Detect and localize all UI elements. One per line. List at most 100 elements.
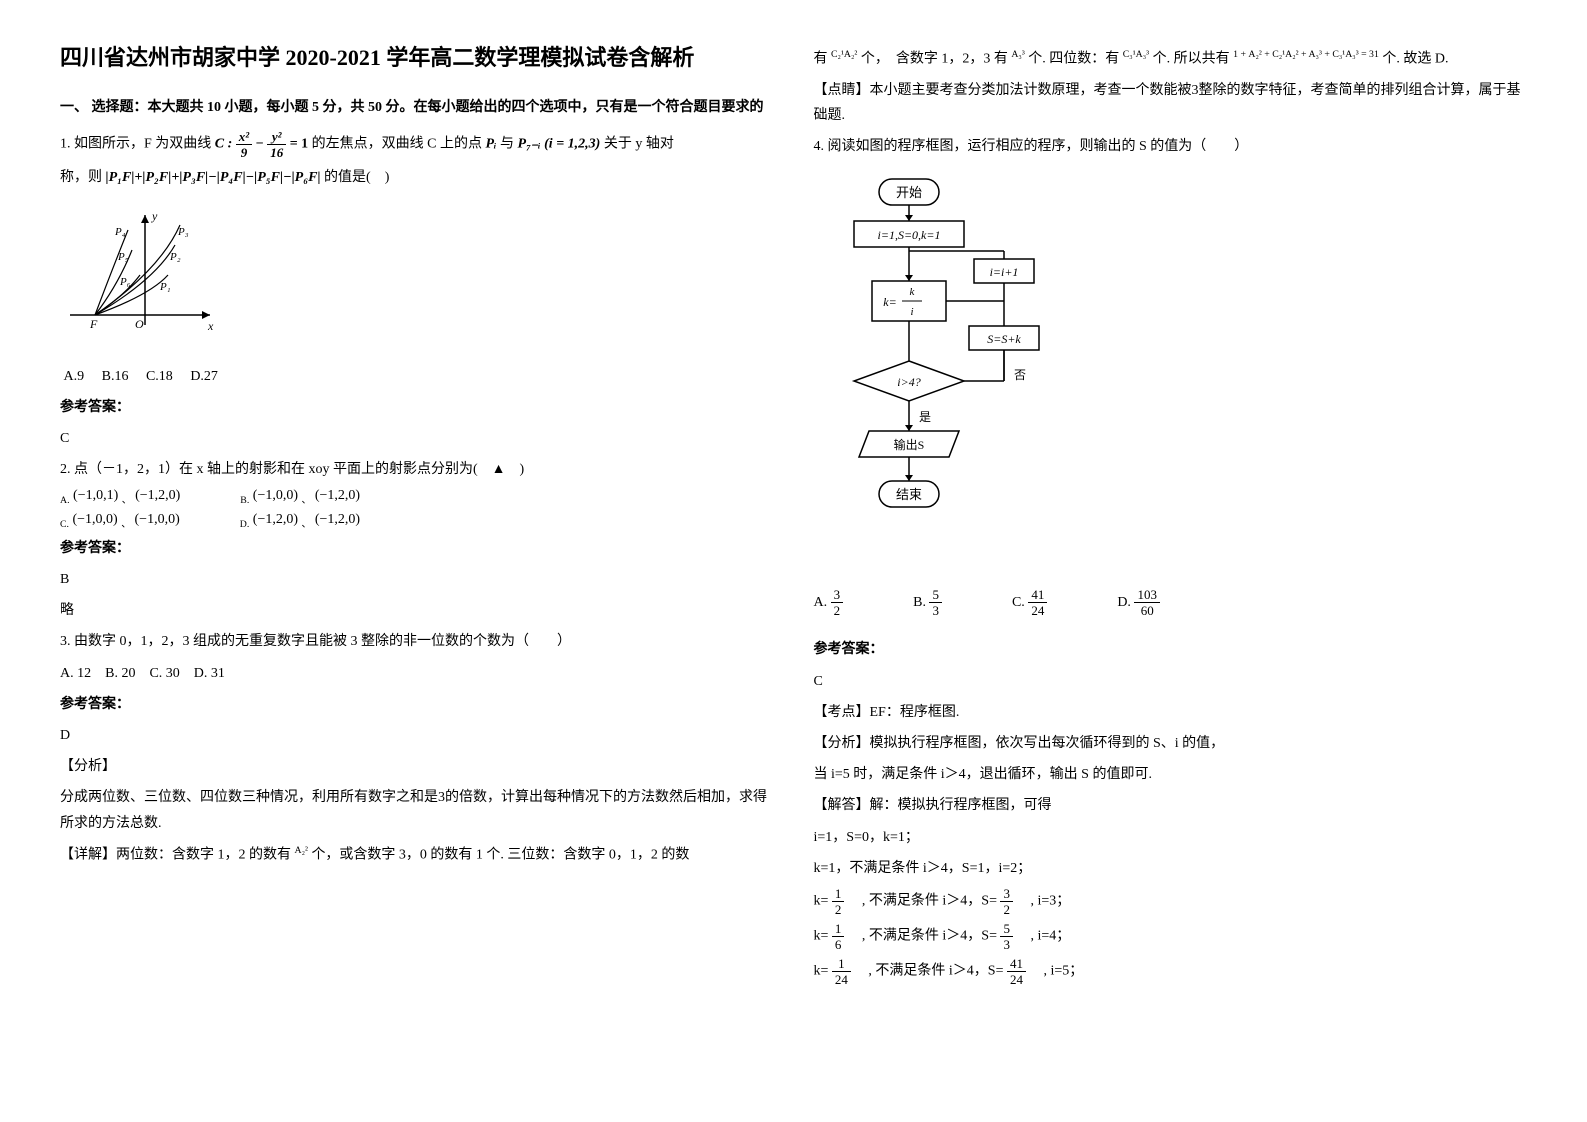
q4-t4: 【解答】解：模拟执行程序框图，可得 xyxy=(814,793,1528,818)
svg-text:F: F xyxy=(89,317,98,331)
q2-optC-v1: (−1,0,0) xyxy=(72,512,117,528)
flow-no: 否 xyxy=(1014,368,1026,382)
q4-l3d1: 24 xyxy=(832,972,851,986)
q2-optA-label: A. xyxy=(60,495,70,506)
q4-optA-d: 2 xyxy=(831,603,844,617)
q1-text-b: 的左焦点，双曲线 C 上的点 xyxy=(312,137,482,152)
page-columns: 四川省达州市胡家中学 2020-2021 学年高二数学理模拟试卷含解析 一、 选… xyxy=(60,40,1527,992)
q4-optB-n: 5 xyxy=(929,588,942,603)
q2-ans: B xyxy=(60,567,774,592)
q2-stem: 2. 点（－1，2，1）在 x 轴上的射影和在 xoy 平面上的射影点分别为( … xyxy=(60,457,774,482)
q1-eq-lhs: C : xyxy=(215,137,233,152)
q4-l3b: , 不满足条件 i＞4，S= xyxy=(854,964,1003,979)
q3-rp1c: 个. 四位数：有 xyxy=(1028,52,1119,67)
q1-options: A.9 B.16 C.18 D.27 xyxy=(60,364,774,389)
q2-optD-v2: (−1,2,0) xyxy=(315,512,360,528)
q4-l3c: , i=5； xyxy=(1029,964,1083,979)
q3-a22: A₂² xyxy=(295,845,308,856)
q2-optB-v2: (−1,2,0) xyxy=(315,488,360,504)
q4-t3: 当 i=5 时，满足条件 i＞4，退出循环，输出 S 的值即可. xyxy=(814,762,1528,787)
q4-l2c: , i=4； xyxy=(1016,929,1070,944)
q4-l2a: k= xyxy=(814,929,829,944)
q1-pi: Pᵢ xyxy=(486,137,497,152)
q1-stem: 1. 如图所示，F 为双曲线 C : x² 9 − y² 16 = 1 的左焦点… xyxy=(60,130,774,159)
q3-rp1a: 有 xyxy=(814,52,828,67)
q3-rp1e: 个. 故选 D. xyxy=(1382,52,1448,67)
q4-l1d2: 2 xyxy=(1000,902,1013,916)
right-column: 有 C₂¹A₂² 个， 含数字 1，2，3 有 A₃³ 个. 四位数：有 C₃¹… xyxy=(814,40,1528,992)
svg-text:P₂: P₂ xyxy=(169,251,181,263)
q2-optB-label: B. xyxy=(240,495,249,506)
q2-optA-v2: (−1,2,0) xyxy=(135,488,180,504)
flow-inci: i=i+1 xyxy=(989,265,1018,279)
q1-optA: A.9 xyxy=(64,369,85,384)
q4-optC-n: 41 xyxy=(1028,588,1047,603)
q3-p2a: 【详解】两位数：含数字 1，2 的数有 xyxy=(60,847,291,862)
q4-optC-d: 24 xyxy=(1028,603,1047,617)
q4-l3n1: 1 xyxy=(832,957,851,972)
flow-start: 开始 xyxy=(895,185,921,200)
q3-rp1b: 个， 含数字 1，2，3 有 xyxy=(861,52,1008,67)
section1-heading: 一、 选择题：本大题共 10 小题，每小题 5 分，共 50 分。在每小题给出的… xyxy=(60,95,774,120)
q4-l1a: k= xyxy=(814,894,829,909)
flow-yes: 是 xyxy=(919,410,931,424)
q4-optB: B. 53 xyxy=(913,588,942,617)
svg-text:P₁: P₁ xyxy=(159,281,171,293)
q4-l3: k= 124 , 不满足条件 i＞4，S= 4124 , i=5； xyxy=(814,957,1528,986)
q4-l1b: , 不满足条件 i＞4，S= xyxy=(848,894,997,909)
q4-l1d1: 2 xyxy=(832,902,845,916)
q3-stem: 3. 由数字 0，1，2，3 组成的无重复数字且能被 3 整除的非一位数的个数为… xyxy=(60,629,774,654)
q4-t1: 【考点】EF：程序框图. xyxy=(814,700,1528,725)
svg-text:P₆: P₆ xyxy=(119,276,131,288)
q4-l3n2: 41 xyxy=(1007,957,1026,972)
q1-text-a: 1. 如图所示，F 为双曲线 xyxy=(60,137,211,152)
q4-ans: C xyxy=(814,669,1528,694)
q2-optC: C. (−1,0,0) 、 (−1,0,0) xyxy=(60,512,180,530)
q4-l1n1: 1 xyxy=(832,887,845,902)
q2-row2: C. (−1,0,0) 、 (−1,0,0) D. (−1,2,0) 、 (−1… xyxy=(60,512,774,530)
svg-text:P₄: P₄ xyxy=(114,226,126,238)
q4-optB-label: B. xyxy=(913,595,926,611)
q4-l1c: , i=3； xyxy=(1016,894,1070,909)
q4-stem: 4. 阅读如图的程序框图，运行相应的程序，则输出的 S 的值为（ ） xyxy=(814,134,1528,159)
q1-frac2: y² 16 xyxy=(267,130,286,159)
q4-optB-d: 3 xyxy=(929,603,942,617)
q4-l3a: k= xyxy=(814,964,829,979)
flow-sum: S=S+k xyxy=(987,332,1021,346)
q3-c21a22: C₂¹A₂² xyxy=(831,49,857,60)
q2-optB-v1: (−1,0,0) xyxy=(253,488,298,504)
flow-cond: i>4? xyxy=(897,375,920,389)
q1-text-f: 的值是( ) xyxy=(324,170,389,185)
q4-options: A. 32 B. 53 C. 4124 D. 10360 xyxy=(814,588,1528,617)
q4-t5: i=1，S=0，k=1； xyxy=(814,825,1528,850)
q2-optD-sep: 、 xyxy=(302,519,312,530)
q1-p7i: P₇₋ᵢ (i = 1,2,3) xyxy=(517,137,600,152)
q1-text-c: 与 xyxy=(500,137,514,152)
flow-init: i=1,S=0,k=1 xyxy=(877,228,940,242)
svg-text:P₃: P₃ xyxy=(177,226,189,238)
q3-ans: D xyxy=(60,723,774,748)
q1-ans: C xyxy=(60,426,774,451)
q4-optA: A. 32 xyxy=(814,588,844,617)
q4-t6: k=1，不满足条件 i＞4，S=1，i=2； xyxy=(814,856,1528,881)
q1-ans-label: 参考答案： xyxy=(60,395,774,420)
flow-out: 输出S xyxy=(893,437,924,452)
q3-p1: 分成两位数、三位数、四位数三种情况，利用所有数字之和是3的倍数，计算出每种情况下… xyxy=(60,785,774,835)
q3-a33: A₃³ xyxy=(1011,49,1024,60)
q2-optC-sep: 、 xyxy=(121,519,131,530)
q2-optA-v1: (−1,0,1) xyxy=(73,488,118,504)
q4-l2n2: 5 xyxy=(1000,922,1013,937)
flow-kd: i xyxy=(910,306,913,318)
q1-text-e: 称，则 xyxy=(60,170,102,185)
q1-frac1-d: 9 xyxy=(236,145,252,159)
q3-p2b: 个，或含数字 3，0 的数有 1 个. 三位数：含数字 0，1，2 的数 xyxy=(311,847,689,862)
q2-optA-sep: 、 xyxy=(122,495,132,506)
flow-kpre: k= xyxy=(883,295,896,309)
svg-text:x: x xyxy=(207,319,214,333)
q1-minus: − xyxy=(256,137,264,152)
q3-sum: 1 + A₂² + C₂¹A₂² + A₃³ + C₃¹A₃³ = 31 xyxy=(1233,49,1379,60)
q4-optC-label: C. xyxy=(1012,595,1025,611)
q4-optD-label: D. xyxy=(1117,595,1131,611)
q4-l2d2: 3 xyxy=(1000,937,1013,951)
q1-frac2-d: 16 xyxy=(267,145,286,159)
